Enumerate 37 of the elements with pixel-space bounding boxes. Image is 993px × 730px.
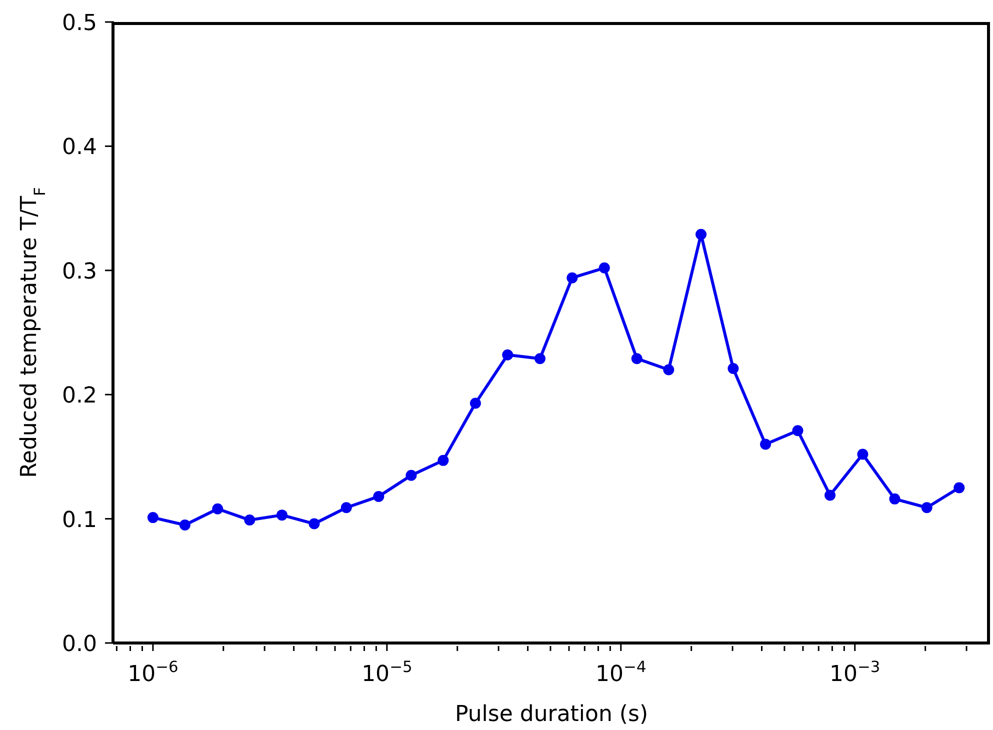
y-tick-label: 0.3 xyxy=(62,259,97,284)
point xyxy=(921,502,932,514)
x-tick-label: 10$^{−4}$ xyxy=(596,658,646,687)
point xyxy=(663,364,674,376)
x-tick-label: 10$^{−5}$ xyxy=(362,658,412,687)
point xyxy=(276,510,288,521)
point xyxy=(340,502,352,514)
point xyxy=(857,448,868,460)
point xyxy=(760,438,772,450)
point xyxy=(631,353,642,364)
point xyxy=(598,262,610,274)
x-tick-label: 10$^{−3}$ xyxy=(830,658,880,687)
point xyxy=(696,228,707,240)
point xyxy=(502,349,514,360)
point xyxy=(308,518,320,530)
point xyxy=(244,514,256,526)
point xyxy=(566,272,578,284)
point xyxy=(534,353,546,364)
point xyxy=(438,454,449,466)
point xyxy=(728,363,739,374)
point xyxy=(147,512,158,524)
y-tick-label: 0.5 xyxy=(62,11,97,36)
y-tick-label: 0.2 xyxy=(62,384,97,409)
y-tick-label: 0.0 xyxy=(62,632,97,657)
x-axis-title: Pulse duration (s) xyxy=(454,702,648,727)
y-tick-label: 0.4 xyxy=(62,135,97,160)
x-tick-label: 10$^{−6}$ xyxy=(128,658,178,687)
point xyxy=(792,425,804,436)
point xyxy=(824,490,836,501)
point xyxy=(470,398,481,409)
point xyxy=(954,482,965,494)
point xyxy=(406,470,417,481)
point xyxy=(373,490,384,502)
point xyxy=(889,493,900,504)
y-tick-label: 0.1 xyxy=(62,508,97,533)
point xyxy=(212,503,224,514)
point xyxy=(179,520,190,531)
